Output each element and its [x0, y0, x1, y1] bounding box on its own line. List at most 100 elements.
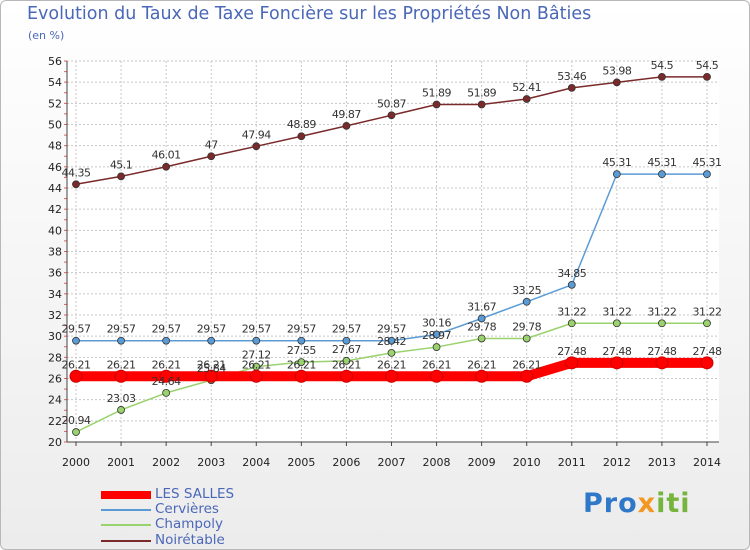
data-label: 27.48 [647, 345, 676, 358]
series-point [522, 334, 531, 343]
x-tick-label: 2008 [423, 456, 451, 469]
data-label: 26.21 [332, 358, 361, 371]
data-label: 27.48 [557, 345, 586, 358]
data-label: 47 [205, 138, 218, 151]
data-label: 29.57 [242, 323, 271, 336]
data-label: 45.31 [647, 156, 676, 169]
y-tick-label: 36 [48, 267, 62, 280]
legend-label: Cervières [155, 501, 219, 517]
series-point [432, 330, 441, 339]
data-label: 27.12 [242, 349, 271, 362]
series-point [658, 319, 666, 328]
data-label: 25.84 [197, 362, 226, 375]
series-point [117, 172, 125, 181]
y-tick-label: 50 [48, 119, 62, 132]
data-label: 50.87 [377, 97, 406, 110]
series-point [117, 406, 125, 414]
data-label: 27.48 [692, 345, 721, 358]
series-point [204, 369, 218, 383]
proxiti-logo: Proxiti [583, 488, 691, 519]
data-label: 26.21 [467, 358, 496, 371]
x-tick-label: 2009 [468, 456, 496, 469]
x-tick-label: 2013 [648, 456, 676, 469]
series-point [658, 72, 666, 81]
y-tick-label: 24 [48, 394, 62, 407]
series-point [294, 369, 308, 383]
series-point [207, 152, 216, 161]
data-label: 27.67 [332, 343, 361, 356]
data-label: 27.55 [287, 344, 316, 357]
y-tick-label: 40 [48, 224, 62, 237]
series-point [567, 280, 576, 289]
data-label: 47.94 [242, 128, 271, 141]
y-tick-label: 54 [48, 76, 62, 89]
data-label: 29.57 [107, 323, 136, 336]
series-point [207, 336, 216, 345]
y-tick-label: 38 [48, 246, 62, 259]
series-point [114, 369, 128, 383]
x-tick-label: 2010 [513, 456, 541, 469]
data-label: 20.94 [62, 414, 91, 427]
legend-label: LES SALLES [155, 486, 235, 502]
series-point [700, 356, 714, 370]
y-tick-label: 30 [48, 330, 62, 343]
data-label: 29.57 [287, 323, 316, 336]
series-point [159, 369, 173, 383]
legend-swatch [101, 509, 151, 511]
data-label: 33.25 [512, 284, 541, 297]
data-label: 54.5 [651, 59, 674, 72]
data-label: 26.21 [287, 358, 316, 371]
y-tick-label: 48 [48, 140, 62, 153]
data-label: 45.31 [692, 156, 721, 169]
data-label: 53.46 [557, 70, 586, 83]
series-point [72, 180, 80, 189]
data-label: 31.22 [602, 305, 631, 318]
data-label: 27.48 [602, 345, 631, 358]
series-point [522, 297, 531, 306]
series-point [297, 336, 306, 345]
series-point [430, 369, 444, 383]
y-tick-label: 46 [48, 161, 62, 174]
data-label: 53.98 [602, 64, 631, 77]
data-label: 30.16 [422, 316, 451, 329]
data-label: 49.87 [332, 108, 361, 121]
series-point [342, 121, 351, 130]
y-tick-label: 20 [48, 436, 62, 449]
series-point [658, 170, 666, 179]
data-label: 26.21 [512, 358, 541, 371]
series-point [252, 336, 261, 345]
series-point [162, 162, 171, 171]
legend-swatch [101, 540, 151, 542]
data-label: 29.57 [377, 323, 406, 336]
series-point [655, 356, 669, 370]
data-label: 29.57 [197, 323, 226, 336]
data-label: 31.22 [692, 305, 721, 318]
series-point [387, 348, 396, 357]
chart-subtitle: (en %) [28, 29, 65, 42]
series-point [252, 142, 261, 151]
series-point [520, 369, 534, 383]
series-point [162, 336, 171, 345]
data-label: 51.89 [467, 86, 496, 99]
data-label: 29.57 [62, 323, 91, 336]
x-tick-label: 2012 [603, 456, 631, 469]
series-point [567, 83, 576, 92]
series-point [612, 78, 621, 87]
data-label: 26.21 [107, 358, 136, 371]
y-tick-label: 42 [48, 203, 62, 216]
x-tick-label: 2004 [242, 456, 270, 469]
data-label: 26.21 [422, 358, 451, 371]
logo-part-x: x [637, 488, 657, 519]
y-tick-label: 32 [48, 309, 62, 322]
y-tick-label: 28 [48, 351, 62, 364]
data-label: 51.89 [422, 86, 451, 99]
data-label: 29.78 [512, 320, 541, 333]
series-point [432, 343, 441, 351]
series-point [69, 369, 83, 383]
logo-part-pro: Pro [583, 488, 638, 519]
x-tick-label: 2006 [332, 456, 360, 469]
data-label: 44.35 [62, 166, 91, 179]
data-label: 31.22 [647, 305, 676, 318]
